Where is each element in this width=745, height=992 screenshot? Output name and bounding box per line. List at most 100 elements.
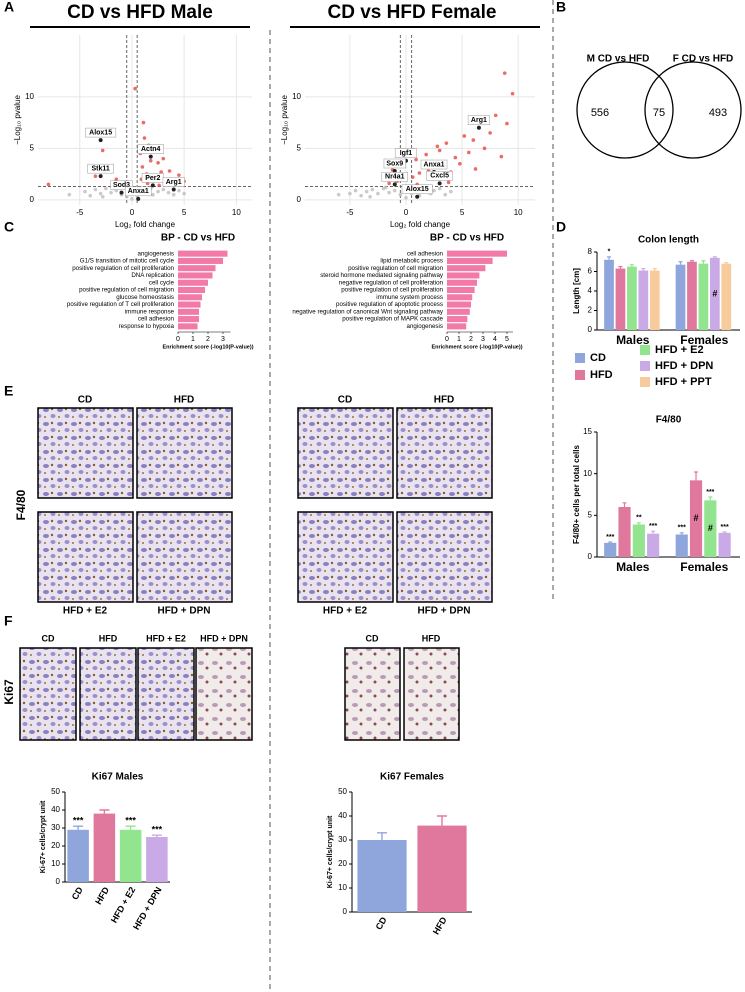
bar (178, 294, 202, 301)
category-label: positive regulation of T cell proliferat… (67, 301, 175, 308)
gene-label: Arg1 (166, 179, 182, 186)
x-tick-label: Males (616, 333, 650, 347)
image-label: HFD + DPN (200, 633, 248, 643)
point (109, 190, 113, 195)
image-label: HFD (174, 395, 195, 406)
x-tick-label: Males (616, 560, 650, 574)
point (148, 158, 153, 163)
bar (447, 294, 473, 301)
point (437, 186, 442, 191)
error-bar (701, 260, 706, 264)
point (437, 148, 442, 153)
point (177, 188, 181, 193)
point (392, 188, 397, 193)
row-label: Ki67 (2, 679, 16, 705)
y-tick-label: 15 (583, 427, 592, 436)
bar (649, 270, 660, 330)
bar (447, 250, 507, 257)
y-axis-label: −Log₁₀ pvalue (13, 95, 22, 145)
gene-label: Arg1 (471, 117, 487, 124)
x-tick-label: 2 (206, 336, 210, 343)
y-tick-label: 10 (51, 859, 60, 868)
bar (67, 829, 89, 882)
gene-label: Sox9 (386, 160, 403, 167)
category-label: steroid hormone mediated signaling pathw… (320, 272, 444, 279)
bar (447, 316, 468, 323)
bar (178, 272, 213, 279)
bar (718, 532, 731, 557)
y-tick-label: 0 (297, 195, 302, 204)
x-tick-label: -5 (76, 208, 84, 217)
point (156, 160, 160, 165)
x-tick-label: 1 (191, 336, 195, 343)
point (98, 191, 103, 196)
point (493, 113, 498, 118)
x-tick-label: 10 (232, 208, 241, 217)
significance: *** (721, 524, 729, 531)
bar (604, 542, 617, 557)
bar (447, 257, 493, 264)
bar (704, 500, 717, 557)
point (502, 71, 507, 75)
category-label: positive regulation of cell migration (348, 265, 443, 272)
gene-label: Stk11 (91, 165, 109, 172)
legend-label: HFD + DPN (655, 360, 713, 372)
gene-point (392, 182, 397, 187)
point (471, 138, 476, 142)
point (376, 191, 380, 196)
category-label: response to hypoxia (119, 323, 175, 330)
category-label: cell adhesion (407, 250, 444, 257)
point (130, 197, 134, 201)
y-axis-label: Length [cm] (572, 268, 581, 314)
x-tick-label: HFD + E2 (109, 885, 138, 924)
point (141, 120, 146, 125)
point (142, 136, 147, 140)
point (151, 192, 155, 197)
bar (178, 257, 223, 264)
gene-label: Cxcl5 (430, 173, 449, 180)
venn-count: 75 (653, 107, 665, 119)
gene-label-box (394, 148, 418, 158)
point (100, 148, 105, 153)
y-tick-label: 6 (588, 267, 593, 276)
panel-title: CD vs HFD Female (328, 2, 497, 23)
point (166, 190, 171, 195)
error-bar (641, 267, 646, 271)
error-bar (712, 256, 717, 258)
bar (632, 524, 645, 557)
y-tick-label: 0 (588, 325, 593, 334)
x-tick-label: 5 (505, 336, 509, 343)
x-tick-label: Females (680, 560, 728, 574)
venn-label: M CD vs HFD (587, 54, 650, 65)
bar (447, 323, 467, 330)
significance: *** (678, 525, 686, 532)
bar (447, 301, 471, 308)
point (404, 195, 408, 200)
error-bar (689, 260, 694, 262)
gene-label-box (87, 163, 114, 174)
legend-swatch (640, 361, 650, 371)
significance: # (712, 288, 717, 298)
category-label: negative regulation of canonical Wnt sig… (292, 308, 444, 315)
venn-count: 556 (591, 107, 609, 119)
error-bar (437, 815, 447, 826)
category-label: glucose homeostasis (116, 294, 174, 301)
point (435, 144, 440, 149)
point (157, 183, 161, 188)
image-label: CD (42, 633, 55, 643)
gene-label-box (467, 115, 490, 125)
chart-title: Ki67 Males (92, 772, 144, 783)
x-tick-label: 0 (130, 208, 135, 217)
y-tick-label: 40 (338, 811, 347, 820)
micrograph (137, 647, 195, 741)
micrograph (344, 647, 401, 741)
gene-label: Alox15 (89, 129, 112, 136)
x-tick-label: 2 (469, 336, 473, 343)
panel-label: E (4, 383, 13, 399)
category-label: cell adhesion (138, 316, 175, 323)
panel-label: D (556, 219, 566, 235)
bar (146, 837, 168, 882)
bar (698, 263, 709, 330)
x-axis-label: Log₂ fold change (115, 220, 176, 229)
significance: ** (636, 515, 642, 522)
